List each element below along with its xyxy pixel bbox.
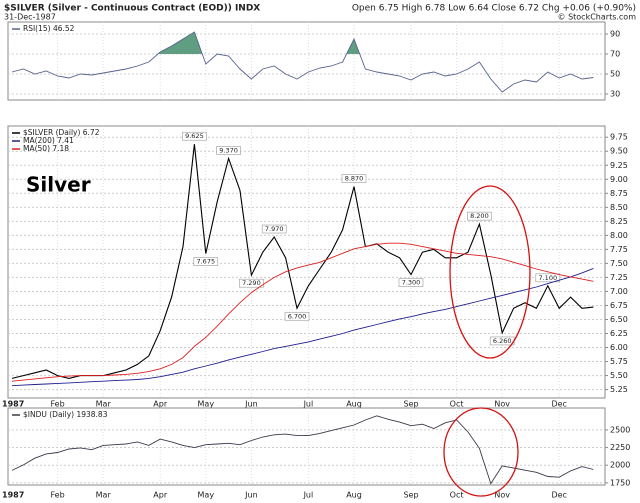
legend-label: MA(50) 7.18: [23, 144, 69, 153]
y-tick-label: 5.25: [610, 385, 628, 394]
value-label: 6.700: [288, 312, 307, 320]
x-tick-label: Jun: [244, 400, 258, 409]
annotation: Silver: [26, 173, 91, 197]
y-tick-label: 9.00: [610, 175, 628, 184]
value-label-box: [341, 174, 367, 183]
panel-frame: [7, 21, 606, 101]
x-tick-label: Mar: [96, 491, 112, 500]
x-tick-label: May: [198, 400, 215, 409]
plots: 90 70 50 30 RSI(15) 46.52 9.75 9.50 9.25 9.00 8.7…: [2, 21, 630, 500]
y-tick-label: 9.50: [610, 147, 628, 156]
x-tick-label: Feb: [51, 491, 65, 500]
series-line: [11, 31, 594, 93]
x-tick-label: May: [198, 491, 215, 500]
x-tick-label: Nov: [494, 491, 510, 500]
x-tick-label: Jul: [303, 400, 314, 409]
y-tick-label: 2500: [610, 425, 630, 434]
value-label: 6.260: [493, 337, 512, 345]
value-label-box: [261, 224, 287, 234]
x-tick-label: Mar: [96, 400, 112, 409]
value-label: 7.100: [538, 274, 557, 282]
y-tick-label: 50: [610, 70, 620, 79]
y-tick-label: 8.75: [610, 189, 628, 198]
x-tick-label: Sep: [403, 491, 418, 500]
y-tick-label: 8.00: [610, 231, 628, 240]
value-label-box: [239, 278, 264, 288]
y-tick-label: 7.75: [610, 245, 628, 254]
y-tick-label: 2000: [610, 461, 630, 470]
chart-title: $SILVER (Silver - Continuous Contract (E…: [4, 4, 260, 14]
series-line: [11, 242, 594, 382]
series-line: [11, 415, 594, 485]
quote: Open 6.75 High 6.78 Low 6.64 Close 6.72 …: [352, 4, 636, 14]
x-tick-label: Aug: [346, 400, 362, 409]
x-tick-label: Nov: [494, 400, 510, 409]
y-tick-label: 90: [610, 30, 620, 39]
x-tick-label: Jun: [244, 491, 258, 500]
x-tick-label: 1987: [2, 400, 24, 409]
legend-label: $INDU (Daily) 1938.83: [23, 410, 108, 419]
value-label: 9.370: [219, 147, 238, 155]
value-label: 7.970: [265, 225, 284, 233]
value-label: 8.870: [345, 175, 364, 183]
highlight-ellipse: [449, 185, 531, 359]
y-tick-label: 2250: [610, 443, 630, 452]
value-label-box: [193, 257, 219, 266]
series-line: [11, 144, 594, 379]
value-label: 7.300: [402, 279, 421, 287]
y-tick-label: 7.00: [610, 287, 628, 296]
y-tick-label: 8.50: [610, 203, 628, 212]
value-label-box: [467, 211, 492, 221]
legend-label: RSI(15) 46.52: [23, 24, 75, 33]
y-tick-label: 1750: [610, 478, 630, 487]
panel-frame: [7, 407, 606, 486]
y-tick-label: 6.25: [610, 329, 628, 338]
value-label: 8.200: [470, 212, 489, 220]
value-label: 9.625: [185, 132, 204, 140]
x-tick-label: Oct: [450, 400, 464, 409]
y-tick-label: 6.00: [610, 343, 628, 352]
credit: © StockCharts.com: [558, 13, 637, 22]
y-tick-label: 6.50: [610, 315, 628, 324]
value-label-box: [182, 131, 207, 141]
legend-label: MA(200) 7.41: [23, 136, 74, 145]
value-label: 7.290: [242, 279, 261, 287]
y-tick-label: 30: [610, 90, 620, 99]
y-tick-label: 70: [610, 50, 620, 59]
y-tick-label: 7.25: [610, 273, 628, 282]
y-tick-label: 9.25: [610, 161, 628, 170]
x-tick-label: Oct: [450, 491, 464, 500]
date: 31-Dec-1987: [4, 13, 56, 22]
value-label-box: [398, 278, 424, 287]
y-tick-label: 7.50: [610, 259, 628, 268]
x-tick-label: Dec: [551, 400, 566, 409]
value-label-box: [216, 146, 241, 155]
x-tick-label: Apr: [153, 400, 168, 409]
y-tick-label: 8.25: [610, 217, 628, 226]
x-tick-label: 1987: [2, 491, 24, 500]
legend-label: $SILVER (Daily) 6.72: [23, 128, 100, 137]
x-tick-label: Jul: [303, 491, 314, 500]
y-tick-label: 5.75: [610, 357, 628, 366]
value-label-box: [284, 311, 310, 321]
x-tick-label: Dec: [551, 491, 566, 500]
highlight-ellipse: [443, 407, 519, 497]
y-tick-label: 6.75: [610, 301, 628, 310]
y-tick-label: 5.50: [610, 371, 628, 380]
y-tick-label: 9.75: [610, 133, 628, 142]
x-tick-label: Sep: [403, 400, 418, 409]
value-label: 7.675: [196, 258, 215, 266]
panel-frame: [7, 125, 606, 399]
x-tick-label: Feb: [51, 400, 65, 409]
series-line: [11, 267, 594, 387]
x-tick-label: Aug: [346, 491, 362, 500]
x-tick-label: Apr: [153, 491, 168, 500]
value-label-box: [535, 273, 561, 283]
